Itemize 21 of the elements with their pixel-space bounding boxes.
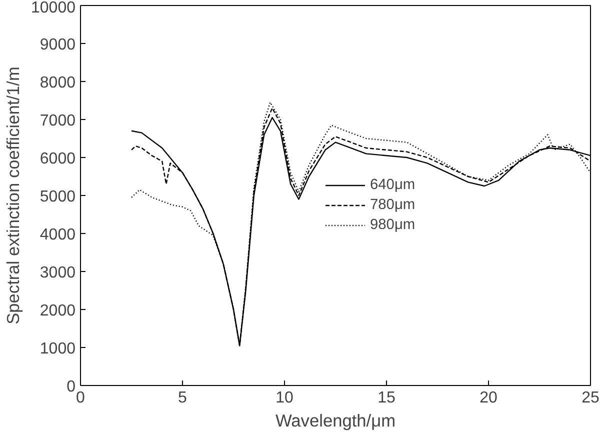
y-tick-label: 2000 <box>40 302 76 320</box>
legend-label: 980μm <box>370 217 416 233</box>
x-axis-title: Wavelength/μm <box>275 410 396 430</box>
x-tick-label: 15 <box>378 390 396 406</box>
x-tick-label: 20 <box>480 390 498 406</box>
y-axis-title: Spectral extinction coefficient/1/m <box>3 66 24 324</box>
x-tick-label: 10 <box>276 390 294 406</box>
y-tick-label: 6000 <box>40 150 76 168</box>
x-tick-label: 25 <box>582 390 600 406</box>
x-tick-label: 5 <box>178 390 188 406</box>
y-tick-label: 0 <box>66 378 76 396</box>
y-tick-label: 10000 <box>31 0 76 16</box>
y-tick-label: 5000 <box>40 188 76 206</box>
legend-label: 780μm <box>370 197 416 213</box>
y-tick-label: 9000 <box>40 36 76 54</box>
y-tick-label: 3000 <box>40 264 76 282</box>
y-tick-label: 1000 <box>40 340 76 358</box>
y-tick-label: 4000 <box>40 226 76 244</box>
y-tick-label: 7000 <box>40 112 76 130</box>
legend-label: 640μm <box>370 177 416 193</box>
y-tick-label: 8000 <box>40 74 76 92</box>
